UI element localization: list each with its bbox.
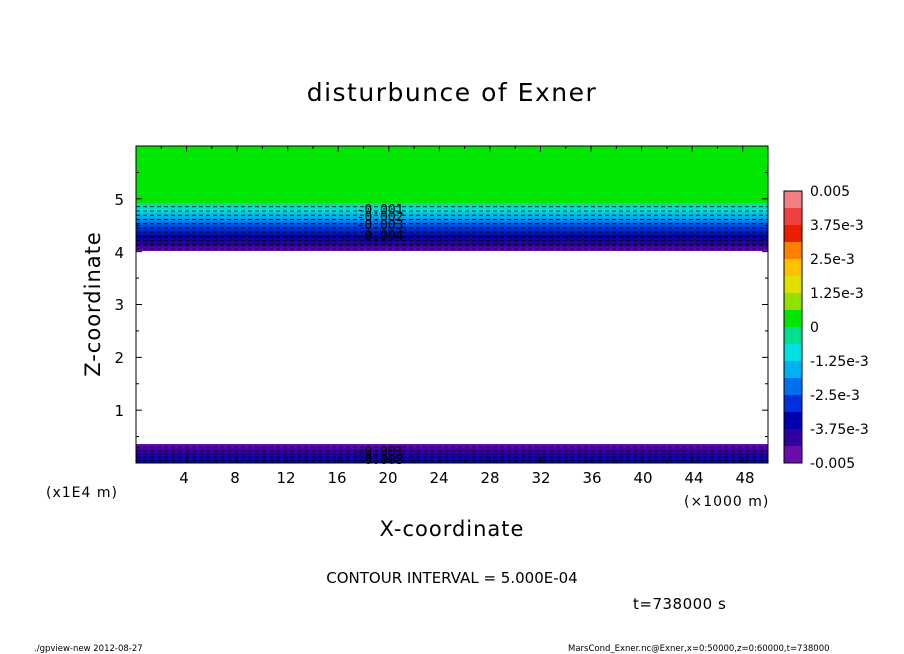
y-tick-label: 3 (114, 296, 124, 314)
source-label: MarsCond_Exner.nc@Exner,x=0:50000,z=0:60… (568, 644, 830, 654)
time-label: t=738000 s (633, 595, 726, 613)
x-tick-label: 24 (429, 469, 448, 487)
colorbar-label: 2.5e-3 (810, 252, 855, 268)
colorbar-cell (784, 412, 802, 430)
contour-label-lower-1: -0.001 (357, 445, 404, 460)
colorbar-label: 0.005 (810, 184, 850, 200)
x-tick-label: 44 (684, 469, 703, 487)
x-unit-label: (×1000 m) (684, 494, 769, 510)
colorbar-cell (784, 191, 802, 209)
x-tick-label: 8 (230, 469, 240, 487)
colorbar-cell (784, 208, 802, 226)
x-tick-label: 4 (179, 469, 189, 487)
colorbar: 0.005 3.75e-3 2.5e-3 1.25e-3 0 -1.25e-3 … (783, 184, 869, 472)
x-tick-label: 32 (531, 469, 550, 487)
y-unit-label: (x1E4 m) (46, 485, 118, 501)
band-negative-upper (136, 203, 768, 251)
contour-label-upper-3: -0.003 (357, 218, 404, 233)
y-tick-labels: 1 2 3 4 5 (114, 191, 124, 420)
colorbar-label: 0 (810, 320, 819, 336)
colorbar-cell (784, 361, 802, 379)
x-tick-label: 12 (276, 469, 295, 487)
contour-label-upper-1: -0.001 (357, 203, 404, 218)
colorbar-cell (784, 429, 802, 447)
x-tick-label: 36 (582, 469, 601, 487)
x-tick-label: 20 (378, 469, 397, 487)
y-tick-label: 1 (114, 402, 124, 420)
colorbar-label: 3.75e-3 (810, 218, 864, 234)
colorbar-label: -3.75e-3 (810, 422, 869, 438)
plot-area: -0.001 -0.002 -0.003 -0.004 -0.001 -0.00… (135, 145, 769, 468)
program-label: ./gpview-new 2012-08-27 (34, 644, 143, 654)
colorbar-cell (784, 276, 802, 294)
x-tick-label: 28 (480, 469, 499, 487)
contour-label-lower-2: -0.003 (357, 453, 404, 468)
x-tick-labels: 4 8 12 16 20 24 28 32 36 40 44 48 (179, 469, 754, 487)
axis-ticks (136, 146, 768, 463)
colorbar-cell (784, 327, 802, 345)
colorbar-cell (784, 293, 802, 311)
band-blank (136, 251, 768, 444)
colorbar-cell (784, 446, 802, 464)
y-axis-title: Z-coordinate (81, 231, 105, 377)
contour-label-upper-2: -0.002 (357, 210, 404, 225)
colorbar-label: 1.25e-3 (810, 286, 864, 302)
x-tick-label: 40 (633, 469, 652, 487)
chart-title: disturbunce of Exner (307, 78, 598, 107)
colorbar-cells (784, 191, 802, 464)
x-axis-title: X-coordinate (380, 517, 525, 541)
x-tick-label: 16 (327, 469, 346, 487)
colorbar-cell (784, 259, 802, 277)
colorbar-label: -2.5e-3 (810, 388, 860, 404)
y-tick-label: 4 (114, 244, 124, 262)
colorbar-cell (784, 242, 802, 260)
contour-labels: -0.001 -0.002 -0.003 -0.004 -0.001 -0.00… (357, 203, 404, 468)
band-negative-lower (136, 444, 768, 463)
colorbar-cell (784, 395, 802, 413)
contour-lines (136, 206, 768, 461)
colorbar-label: -1.25e-3 (810, 354, 869, 370)
colorbar-frame (783, 190, 803, 464)
colorbar-label: -0.005 (810, 456, 855, 472)
colorbar-cell (784, 344, 802, 362)
band-zero (136, 146, 768, 203)
x-tick-label: 48 (735, 469, 754, 487)
colorbar-cell (784, 310, 802, 328)
contour-label-upper-4: -0.004 (357, 229, 404, 244)
y-tick-label: 5 (114, 191, 124, 209)
contour-interval-text: CONTOUR INTERVAL = 5.000E-04 (326, 569, 577, 587)
colorbar-cell (784, 225, 802, 243)
y-tick-label: 2 (114, 349, 124, 367)
colorbar-cell (784, 378, 802, 396)
